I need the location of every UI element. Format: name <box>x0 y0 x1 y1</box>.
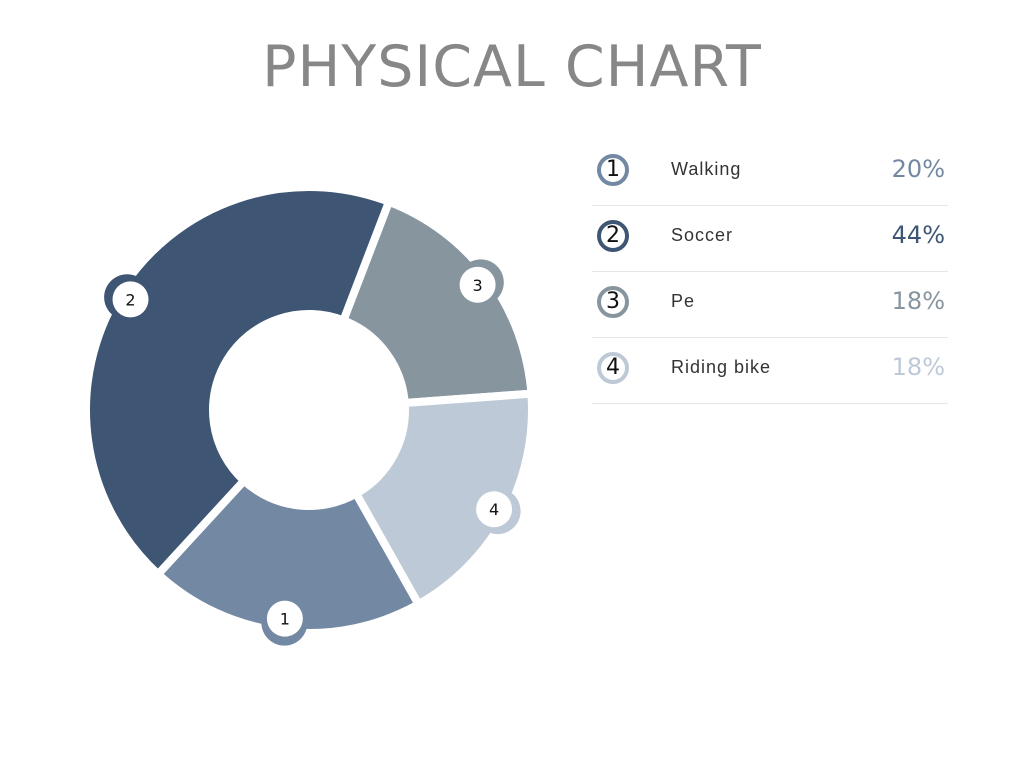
donut-slice-pe <box>338 196 536 408</box>
legend-item: 4 Riding bike 18% <box>592 337 948 404</box>
legend-number-badge: 4 <box>597 352 629 384</box>
legend-number-badge: 3 <box>597 286 629 318</box>
marker-number: 2 <box>125 290 135 309</box>
marker-face <box>476 491 513 528</box>
chart-title: PHYSICAL CHART <box>262 34 762 100</box>
legend-label: Walking <box>671 159 742 179</box>
slice-marker: 1 <box>261 599 308 646</box>
legend-percent: 18% <box>891 353 945 381</box>
legend-percent: 20% <box>891 155 945 183</box>
marker-number: 1 <box>280 610 290 629</box>
slice-marker: 3 <box>457 259 504 306</box>
marker-face <box>112 281 149 318</box>
legend-item: 2 Soccer 44% <box>592 205 948 272</box>
legend-percent: 44% <box>891 221 945 249</box>
marker-number: 4 <box>489 500 499 519</box>
slice-marker: 4 <box>474 488 521 535</box>
legend-item: 1 Walking 20% <box>592 139 948 206</box>
marker-face <box>459 266 496 303</box>
legend-label: Pe <box>671 291 696 311</box>
legend-item: 3 Pe 18% <box>592 271 948 338</box>
legend-percent: 18% <box>891 287 945 315</box>
marker-number: 3 <box>472 276 482 295</box>
marker-face <box>266 600 303 637</box>
donut-slice-walking <box>152 475 424 637</box>
slice-marker: 2 <box>104 274 151 321</box>
donut-slice-riding-bike <box>350 389 536 610</box>
legend-label: Soccer <box>671 225 734 245</box>
donut-slice-soccer <box>82 183 395 580</box>
legend-number-badge: 2 <box>597 220 629 252</box>
legend-number-badge: 1 <box>597 154 629 186</box>
legend-label: Riding bike <box>671 357 772 377</box>
